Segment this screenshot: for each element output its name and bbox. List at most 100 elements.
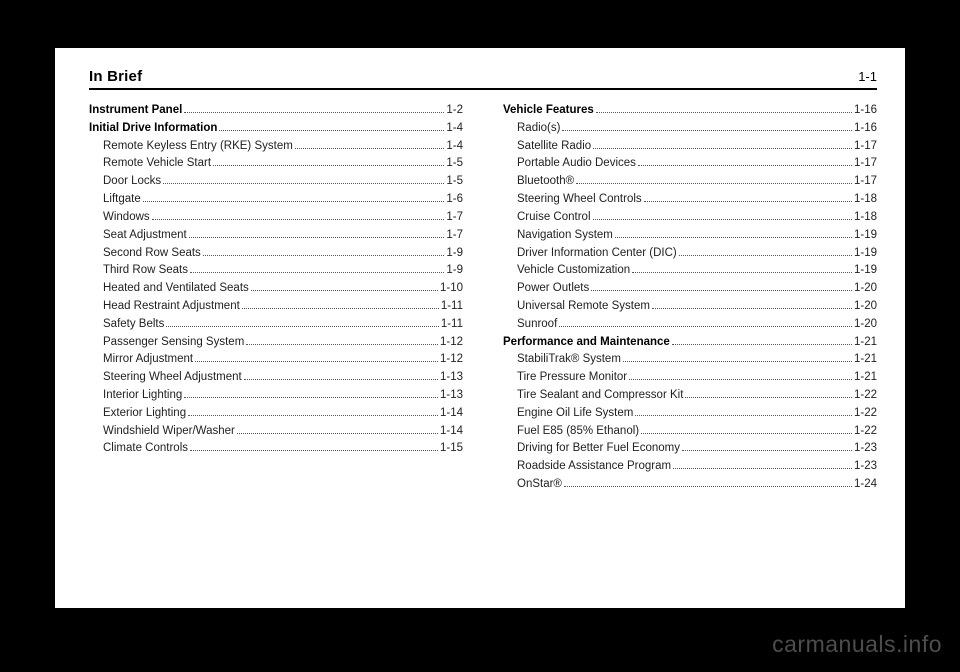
toc-entry-label: Driver Information Center (DIC) <box>503 245 677 263</box>
toc-leader-dots <box>635 415 852 416</box>
toc-entry-label: Engine Oil Life System <box>503 405 633 423</box>
toc-entry-label: Universal Remote System <box>503 298 650 316</box>
toc-entry-label: Heated and Ventilated Seats <box>89 280 249 298</box>
toc-entry-page: 1-21 <box>854 351 877 369</box>
toc-entry-page: 1-20 <box>854 298 877 316</box>
toc-entry-page: 1-11 <box>441 298 463 316</box>
toc-entry-page: 1-4 <box>446 138 463 156</box>
toc-leader-dots <box>295 148 445 149</box>
toc-entry: Windows1-7 <box>89 209 463 227</box>
toc-leader-dots <box>251 290 438 291</box>
toc-entry-page: 1-21 <box>854 369 877 387</box>
toc-entry: Exterior Lighting1-14 <box>89 405 463 423</box>
toc-entry-label: Vehicle Features <box>503 102 594 120</box>
toc-entry-label: Tire Sealant and Compressor Kit <box>503 387 683 405</box>
toc-entry-page: 1-24 <box>854 476 877 494</box>
toc-leader-dots <box>593 148 852 149</box>
toc-leader-dots <box>679 255 852 256</box>
toc-entry: Roadside Assistance Program1-23 <box>503 458 877 476</box>
toc-entry-page: 1-20 <box>854 280 877 298</box>
toc-entry-label: Power Outlets <box>503 280 589 298</box>
toc-entry-label: Sunroof <box>503 316 557 334</box>
toc-leader-dots <box>632 272 852 273</box>
toc-entry-page: 1-9 <box>446 245 463 263</box>
toc-entry-page: 1-22 <box>854 405 877 423</box>
toc-entry-page: 1-9 <box>446 262 463 280</box>
toc-entry-page: 1-18 <box>854 191 877 209</box>
toc-entry-page: 1-5 <box>446 155 463 173</box>
toc-entry: Instrument Panel1-2 <box>89 102 463 120</box>
toc-leader-dots <box>143 201 445 202</box>
toc-entry-page: 1-7 <box>446 227 463 245</box>
toc-entry-page: 1-16 <box>854 120 877 138</box>
toc-entry-label: Performance and Maintenance <box>503 334 670 352</box>
toc-entry: Tire Pressure Monitor 1-21 <box>503 369 877 387</box>
toc-leader-dots <box>244 379 438 380</box>
toc-entry-page: 1-19 <box>854 227 877 245</box>
toc-entry: Universal Remote System 1-20 <box>503 298 877 316</box>
toc-entry: Sunroof1-20 <box>503 316 877 334</box>
toc-entry-page: 1-12 <box>440 334 463 352</box>
toc-entry-page: 1-17 <box>854 138 877 156</box>
toc-entry-label: Roadside Assistance Program <box>503 458 671 476</box>
toc-entry-page: 1-19 <box>854 262 877 280</box>
toc-leader-dots <box>152 219 445 220</box>
toc-leader-dots <box>189 237 445 238</box>
toc-leader-dots <box>559 326 852 327</box>
toc-entry: Steering Wheel Adjustment 1-13 <box>89 369 463 387</box>
toc-leader-dots <box>576 183 852 184</box>
toc-entry: Satellite Radio1-17 <box>503 138 877 156</box>
toc-leader-dots <box>644 201 852 202</box>
toc-leader-dots <box>672 344 852 345</box>
toc-entry: Head Restraint Adjustment1-11 <box>89 298 463 316</box>
toc-entry: Power Outlets 1-20 <box>503 280 877 298</box>
toc-entry: Door Locks1-5 <box>89 173 463 191</box>
toc-entry-page: 1-23 <box>854 440 877 458</box>
toc-leader-dots <box>591 290 852 291</box>
toc-entry-page: 1-7 <box>446 209 463 227</box>
toc-entry: StabiliTrak® System1-21 <box>503 351 877 369</box>
toc-entry: Bluetooth® 1-17 <box>503 173 877 191</box>
toc-entry-page: 1-12 <box>440 351 463 369</box>
toc-entry: Remote Vehicle Start 1-5 <box>89 155 463 173</box>
page-header: In Brief 1-1 <box>89 68 877 90</box>
toc-entry-label: Bluetooth® <box>503 173 574 191</box>
toc-entry-label: Driving for Better Fuel Economy <box>503 440 680 458</box>
toc-entry-page: 1-21 <box>854 334 877 352</box>
toc-leader-dots <box>190 272 444 273</box>
toc-leader-dots <box>682 450 852 451</box>
toc-entry-page: 1-18 <box>854 209 877 227</box>
toc-leader-dots <box>673 468 852 469</box>
toc-entry: OnStar®1-24 <box>503 476 877 494</box>
toc-leader-dots <box>203 255 445 256</box>
toc-entry-label: Liftgate <box>89 191 141 209</box>
toc-entry: Interior Lighting1-13 <box>89 387 463 405</box>
toc-entry-label: Second Row Seats <box>89 245 201 263</box>
toc-entry-label: Seat Adjustment <box>89 227 187 245</box>
toc-entry-label: Tire Pressure Monitor <box>503 369 627 387</box>
toc-entry-label: Steering Wheel Adjustment <box>89 369 242 387</box>
toc-leader-dots <box>615 237 852 238</box>
toc-entry: Safety Belts1-11 <box>89 316 463 334</box>
toc-entry-page: 1-4 <box>446 120 463 138</box>
toc-entry-label: Instrument Panel <box>89 102 182 120</box>
toc-entry: Vehicle Customization1-19 <box>503 262 877 280</box>
toc-entry: Heated and Ventilated Seats1-10 <box>89 280 463 298</box>
toc-leader-dots <box>641 433 852 434</box>
toc-entry-label: Fuel E85 (85% Ethanol) <box>503 423 639 441</box>
toc-entry: Initial Drive Information 1-4 <box>89 120 463 138</box>
toc-entry-page: 1-11 <box>441 316 463 334</box>
toc-entry-page: 1-17 <box>854 173 877 191</box>
toc-entry-label: Navigation System <box>503 227 613 245</box>
toc-leader-dots <box>184 112 444 113</box>
toc-entry: Fuel E85 (85% Ethanol)1-22 <box>503 423 877 441</box>
toc-entry: Navigation System 1-19 <box>503 227 877 245</box>
toc-entry-label: Remote Vehicle Start <box>89 155 211 173</box>
toc-leader-dots <box>623 361 852 362</box>
toc-entry-label: Initial Drive Information <box>89 120 217 138</box>
toc-entry: Tire Sealant and Compressor Kit1-22 <box>503 387 877 405</box>
toc-entry-page: 1-5 <box>446 173 463 191</box>
toc-entry-page: 1-13 <box>440 369 463 387</box>
toc-entry-label: Windshield Wiper/Washer <box>89 423 235 441</box>
toc-entry: Cruise Control1-18 <box>503 209 877 227</box>
